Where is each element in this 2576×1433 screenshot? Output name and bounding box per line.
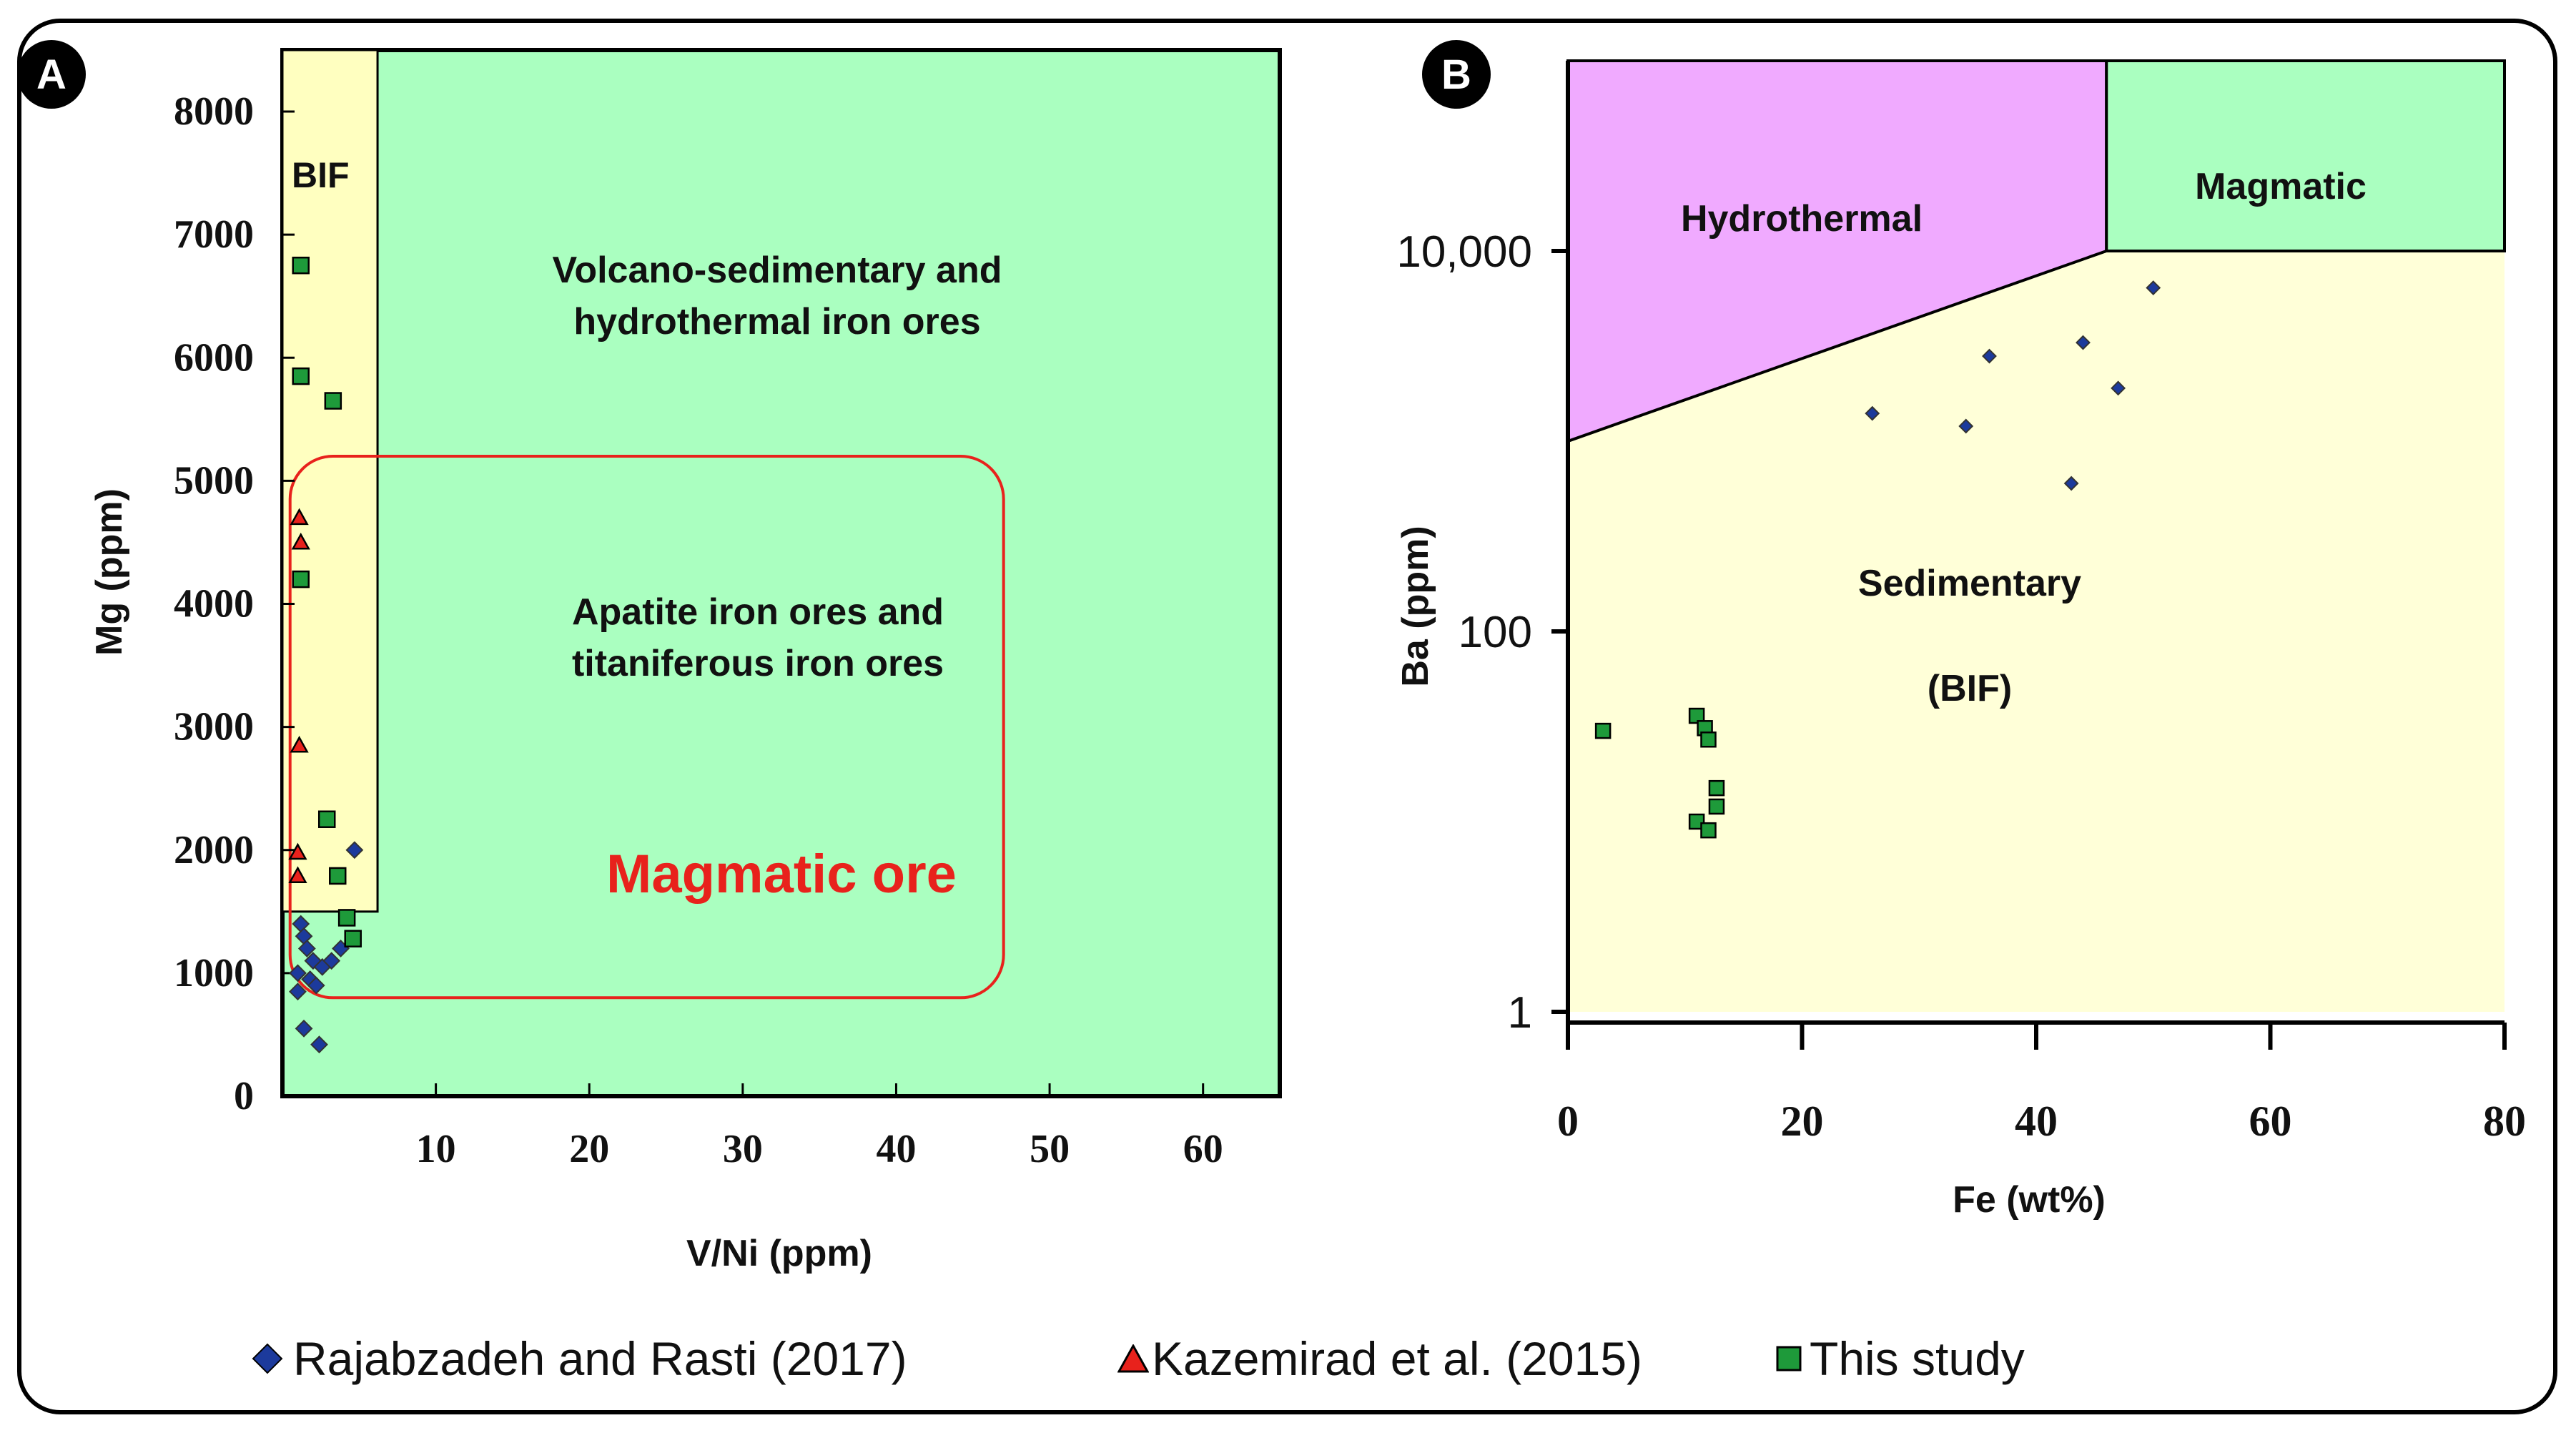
figure-frame — [17, 19, 2557, 1414]
x-tick-label: 60 — [1183, 1127, 1223, 1171]
x-tick-label: 40 — [2015, 1098, 2058, 1145]
data-point — [344, 930, 362, 947]
x-tick-label: 50 — [1030, 1127, 1070, 1171]
panel-b-points — [1594, 280, 2161, 839]
data-point — [292, 367, 310, 385]
x-tick-label: 60 — [2249, 1098, 2292, 1145]
panel-a-badge-letter: A — [36, 51, 66, 98]
y-tick-label: 8000 — [174, 89, 254, 134]
y-tick-label: 5000 — [174, 458, 254, 503]
data-point — [310, 1035, 328, 1054]
sedimentary-region-label: Sedimentary — [1858, 563, 2081, 604]
data-point — [292, 256, 310, 275]
data-point — [2146, 280, 2161, 295]
data-point — [289, 964, 307, 983]
data-point — [288, 842, 307, 860]
panel-b-badge — [1422, 40, 1491, 109]
data-point — [2076, 335, 2091, 350]
data-point — [317, 810, 336, 828]
data-point — [337, 909, 356, 927]
data-point — [297, 940, 316, 957]
data-point — [292, 570, 310, 589]
data-point — [307, 976, 325, 995]
data-point — [290, 735, 309, 753]
data-point — [1688, 707, 1705, 724]
data-point — [290, 508, 309, 526]
data-point — [345, 841, 364, 860]
panel-a-y-ticks: 0 1000 2000 3000 4000 5000 6000 7000 8000 — [174, 89, 295, 1118]
data-point — [1865, 405, 1880, 421]
panel-b-y-ticks: 1 100 10,000 — [1396, 227, 1568, 1038]
y-tick-label: 6000 — [174, 335, 254, 380]
panel-a-points — [288, 256, 364, 1054]
data-point — [291, 532, 310, 550]
x-tick-label: 0 — [1557, 1098, 1579, 1145]
y-tick-label: 1000 — [174, 951, 254, 995]
panel-b-x-ticks: 0 20 40 60 80 — [1557, 1023, 2526, 1145]
data-point — [1688, 813, 1705, 830]
data-point — [1700, 822, 1717, 839]
legend-triangle-marker — [1117, 1344, 1149, 1373]
panel-b: Hydrothermal Magmatic Sedimentary (BIF) … — [1395, 40, 2526, 1221]
x-tick-label: 20 — [569, 1127, 609, 1171]
bif-sub-label: (BIF) — [1928, 668, 2012, 709]
y-tick-label: 7000 — [174, 212, 254, 257]
data-point — [289, 983, 307, 1001]
data-point — [2111, 380, 2126, 396]
hydrothermal-region-label: Hydrothermal — [1681, 198, 1923, 240]
magmatic-ore-label: Magmatic ore — [606, 844, 957, 905]
panel-b-y-axis-title: Ba (ppm) — [1395, 526, 1436, 686]
volcano-region-label-line2: hydrothermal iron ores — [573, 301, 980, 343]
apatite-region-label-line1: Apatite iron ores and — [572, 591, 944, 633]
x-tick-label: 10 — [416, 1127, 456, 1171]
legend-label-rajabzadeh: Rajabzadeh and Rasti (2017) — [293, 1332, 907, 1385]
x-tick-label: 40 — [876, 1127, 916, 1171]
panel-a: BIF Volcano-sedimentary and hydrothermal… — [17, 40, 1282, 1274]
data-point — [2063, 476, 2079, 491]
legend-diamond-marker — [252, 1343, 283, 1374]
y-tick-label: 3000 — [174, 705, 254, 749]
legend-item-this-study: This study — [1775, 1330, 2025, 1387]
panel-b-badge-letter: B — [1441, 51, 1471, 98]
data-point — [1700, 732, 1717, 748]
x-tick-label: 80 — [2483, 1098, 2526, 1145]
x-tick-label: 30 — [723, 1127, 763, 1171]
apatite-region-label-line2: titaniferous iron ores — [572, 643, 944, 684]
y-tick-label: 100 — [1459, 608, 1532, 657]
data-point — [1708, 798, 1725, 815]
magmatic-region — [2105, 59, 2506, 252]
legend-item-rajabzadeh: Rajabzadeh and Rasti (2017) — [252, 1330, 907, 1387]
panel-a-badge — [17, 40, 86, 109]
panel-a-x-axis-title: V/Ni (ppm) — [686, 1233, 872, 1274]
data-point — [295, 1019, 313, 1038]
y-tick-label: 4000 — [174, 582, 254, 626]
x-tick-label: 20 — [1781, 1098, 1824, 1145]
panel-b-x-axis-title: Fe (wt%) — [1953, 1179, 2106, 1221]
data-point — [324, 392, 342, 410]
bif-region-label: BIF — [292, 155, 350, 195]
panel-a-x-ticks: 10 20 30 40 50 60 — [416, 1083, 1223, 1171]
data-point — [329, 867, 347, 885]
data-point — [1708, 779, 1725, 797]
y-tick-label: 10,000 — [1396, 227, 1532, 277]
data-point — [1982, 348, 1997, 364]
legend-square-marker — [1776, 1346, 1802, 1372]
y-tick-label: 1 — [1508, 988, 1532, 1038]
data-point — [288, 866, 307, 883]
bif-region — [281, 49, 379, 913]
y-tick-label: 0 — [234, 1074, 254, 1118]
y-tick-label: 2000 — [174, 828, 254, 872]
magmatic-region-label: Magmatic — [2195, 166, 2367, 207]
legend-label-kazemirad: Kazemirad et al. (2015) — [1152, 1332, 1643, 1385]
data-point — [1594, 722, 1612, 739]
legend-label-this-study: This study — [1810, 1332, 2025, 1385]
data-point — [1958, 418, 1974, 434]
data-point — [322, 952, 341, 970]
legend-item-kazemirad: Kazemirad et al. (2015) — [1117, 1330, 1642, 1387]
panel-a-y-axis-title: Mg (ppm) — [89, 488, 130, 656]
volcano-region-label-line1: Volcano-sedimentary and — [553, 250, 1002, 291]
panel-a-background — [280, 48, 1282, 1098]
